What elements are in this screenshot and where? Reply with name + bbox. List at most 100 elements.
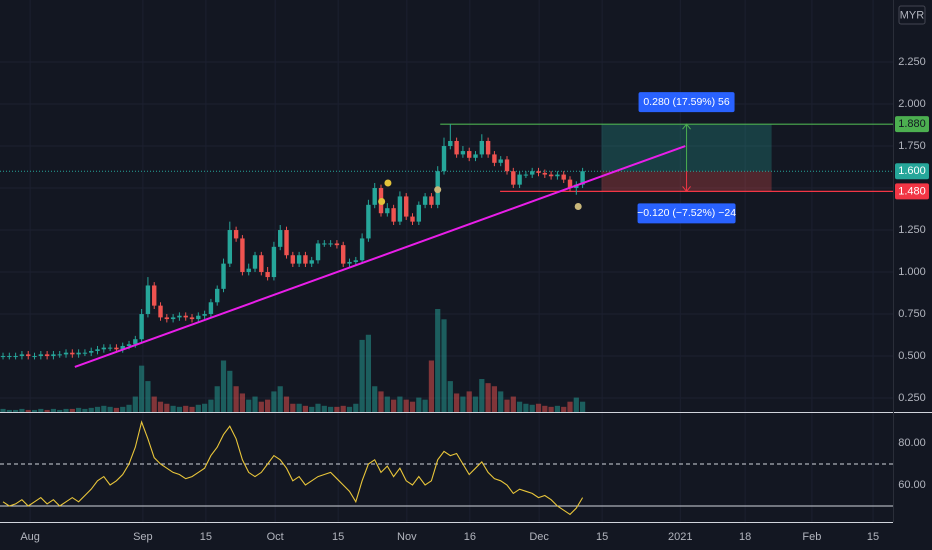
candle-body xyxy=(38,354,44,357)
candle-body xyxy=(0,356,6,358)
candle-body xyxy=(95,349,100,352)
candle-body xyxy=(120,345,125,350)
candle-body xyxy=(89,351,94,353)
candle-body xyxy=(410,216,415,222)
candle-body xyxy=(158,305,163,318)
signal-marker xyxy=(434,186,442,194)
candle-body xyxy=(177,315,182,318)
y-tick-label: 1.750 xyxy=(898,140,926,152)
volume-bar xyxy=(76,407,82,412)
volume-bar xyxy=(296,403,302,412)
candle-body xyxy=(278,230,283,247)
volume-bar xyxy=(258,401,264,412)
candle-body xyxy=(259,255,264,273)
volume-bar xyxy=(517,401,523,412)
loss-label-box xyxy=(637,203,736,224)
candle-body xyxy=(567,179,573,189)
price-tag xyxy=(895,116,929,133)
candle-body xyxy=(13,356,18,358)
candle-body xyxy=(202,314,207,316)
volume-bar xyxy=(523,403,529,412)
candle-body xyxy=(164,317,170,320)
volume-bar xyxy=(132,396,138,412)
volume-bar xyxy=(69,408,75,412)
candle-body xyxy=(233,230,239,239)
volume-bar xyxy=(113,407,120,412)
candle-body xyxy=(51,354,56,357)
candle-body xyxy=(26,354,31,357)
volume-bar xyxy=(479,379,485,412)
price-tag xyxy=(895,163,929,180)
volume-bar xyxy=(44,409,50,412)
volume-bar xyxy=(227,370,233,412)
candle-body xyxy=(19,354,25,357)
candle-body xyxy=(290,255,296,264)
x-tick-label: Oct xyxy=(267,531,284,543)
x-tick-label: Dec xyxy=(529,531,549,543)
price-tag-label: 1.480 xyxy=(898,185,926,197)
volume-bar xyxy=(409,401,416,412)
y-tick-label: 2.000 xyxy=(898,98,926,110)
volume-bar xyxy=(309,406,315,412)
volume-bar xyxy=(88,407,94,412)
candle-body xyxy=(309,260,314,264)
volume-bar xyxy=(233,386,239,412)
volume-bar xyxy=(391,399,397,412)
volume-bar xyxy=(63,408,69,412)
y-tick-label: 0.250 xyxy=(898,392,926,404)
volume-bar xyxy=(38,408,44,412)
candle-body xyxy=(126,344,132,346)
volume-bar xyxy=(252,396,258,412)
volume-bar xyxy=(573,397,579,412)
volume-bar xyxy=(328,406,334,412)
volume-bar xyxy=(334,406,340,412)
candle-body xyxy=(523,174,529,176)
candle-body xyxy=(139,314,144,340)
profit-arrow-head xyxy=(682,123,691,130)
volume-bar xyxy=(239,393,246,412)
candle-body xyxy=(284,230,289,256)
volume-bar xyxy=(529,404,535,412)
signal-marker xyxy=(378,197,386,205)
candle-body xyxy=(359,238,365,261)
candle-body xyxy=(315,243,321,261)
candle-body xyxy=(391,208,396,222)
candle-body xyxy=(70,352,75,355)
volume-bar xyxy=(346,406,353,412)
volume-bar xyxy=(145,381,151,412)
candle-body xyxy=(152,285,157,306)
y-tick-label: 1.000 xyxy=(898,266,926,278)
rsi-line xyxy=(2,420,584,516)
x-tick-label: Feb xyxy=(802,531,821,543)
candle-body xyxy=(473,154,478,158)
candle-body xyxy=(227,230,233,264)
volume-bar xyxy=(302,405,309,412)
volume-bar xyxy=(416,397,422,412)
candle-body xyxy=(580,171,585,185)
volume-bar xyxy=(454,393,460,412)
volume-bar xyxy=(6,409,12,412)
candle-body xyxy=(189,317,195,320)
volume-bar xyxy=(283,396,290,412)
candle-body xyxy=(7,356,12,358)
volume-bar xyxy=(491,386,498,412)
candle-body xyxy=(44,354,50,357)
candle-body xyxy=(114,347,119,350)
y-tick-label: 2.250 xyxy=(898,56,926,68)
volume-bar xyxy=(580,401,586,412)
candle-body xyxy=(101,347,107,350)
candle-body xyxy=(57,354,62,356)
volume-bar xyxy=(57,409,63,412)
candle-body xyxy=(555,174,560,177)
candle-body xyxy=(63,352,69,355)
volume-bar xyxy=(340,405,346,412)
candle-body xyxy=(517,174,522,185)
candle-body xyxy=(542,172,548,175)
volume-bar xyxy=(504,399,510,412)
candle-body xyxy=(460,151,466,155)
candle-body xyxy=(82,352,88,354)
candle-body xyxy=(240,238,245,273)
volume-bar xyxy=(554,405,561,412)
x-tick-label: Sep xyxy=(133,531,153,543)
volume-bar xyxy=(535,403,542,412)
